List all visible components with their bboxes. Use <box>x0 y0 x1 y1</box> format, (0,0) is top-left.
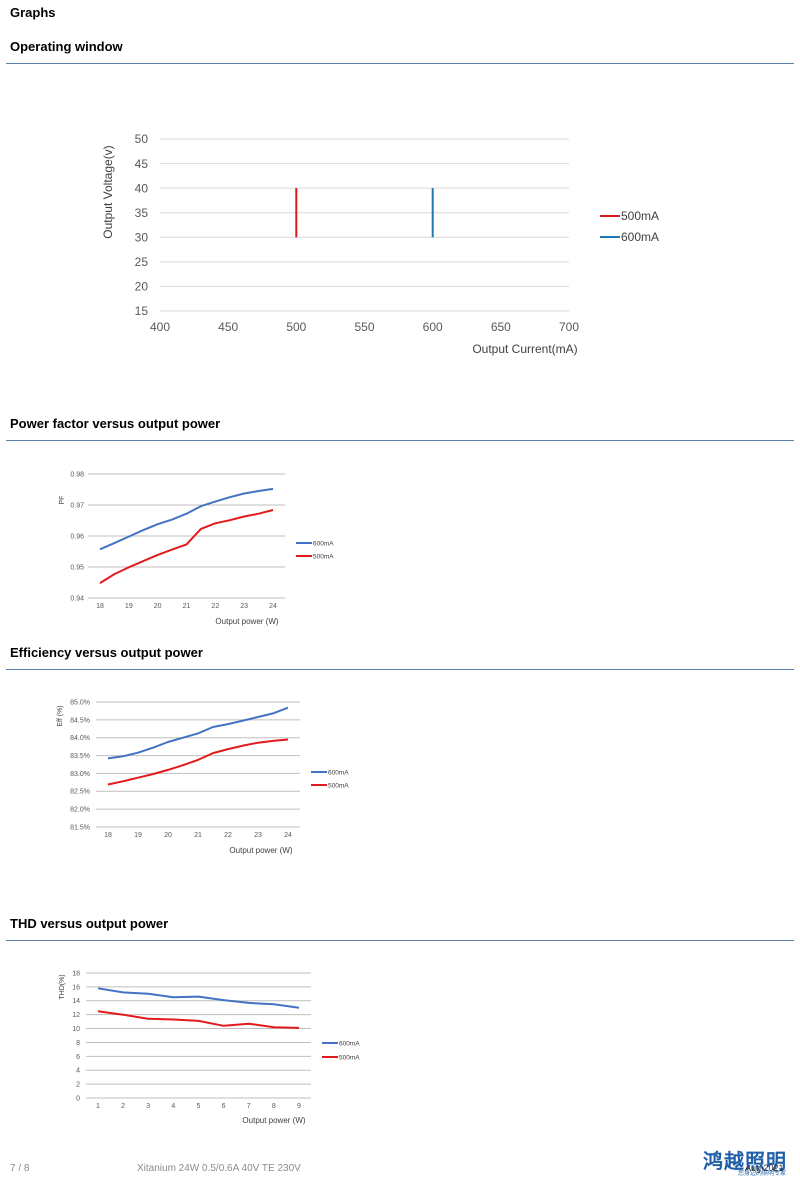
brand-logo-tagline: 您身边的照明专家 <box>738 1171 787 1177</box>
y-tick-label: 0.96 <box>70 533 84 540</box>
x-axis-label: Output power (W) <box>215 617 278 626</box>
y-axis-label: THD(%) <box>59 974 66 999</box>
y-tick-label: 0.98 <box>70 471 84 478</box>
y-tick-label: 18 <box>72 970 80 977</box>
legend-label-600ma: 600mA <box>339 1040 360 1047</box>
section-divider <box>6 940 794 941</box>
y-tick-label: 15 <box>135 304 149 318</box>
series-line-500ma <box>107 738 289 786</box>
section-title-thd: THD versus output power <box>10 916 169 931</box>
y-tick-label: 6 <box>76 1054 80 1061</box>
y-tick-label: 0.97 <box>70 502 84 509</box>
x-tick-label: 7 <box>247 1103 251 1110</box>
footer-document-title: Xitanium 24W 0.5/0.6A 40V TE 230V <box>137 1163 301 1174</box>
footer-page-number: 7 / 8 <box>10 1163 30 1174</box>
y-tick-label: 83.0% <box>70 771 90 778</box>
x-tick-label: 6 <box>222 1103 226 1110</box>
section-title-operating-window: Operating window <box>10 39 123 54</box>
x-tick-label: 5 <box>197 1103 201 1110</box>
x-tick-label: 8 <box>272 1103 276 1110</box>
y-tick-label: 83.5% <box>70 753 90 760</box>
y-tick-label: 82.5% <box>70 789 90 796</box>
legend-label-600ma: 600mA <box>621 230 659 244</box>
y-tick-label: 4 <box>76 1068 80 1075</box>
legend-label-600ma: 600mA <box>313 540 334 547</box>
x-tick-label: 3 <box>146 1103 150 1110</box>
brand-logo: 鸿越照明 <box>703 1151 787 1173</box>
y-axis-label: Eff (%) <box>57 705 64 726</box>
y-tick-label: 20 <box>135 280 149 294</box>
x-tick-label: 24 <box>284 832 292 839</box>
section-title-power-factor: Power factor versus output power <box>10 416 221 431</box>
y-axis-label: Output Voltage(v) <box>101 145 115 238</box>
y-tick-label: 84.0% <box>70 735 90 742</box>
x-tick-label: 700 <box>559 320 579 334</box>
x-tick-label: 22 <box>224 832 232 839</box>
x-axis-label: Output power (W) <box>242 1116 305 1125</box>
legend-label-500ma: 500mA <box>621 209 659 223</box>
y-axis-label: PF <box>59 496 66 505</box>
series-line-600ma <box>97 987 300 1009</box>
x-tick-label: 650 <box>491 320 511 334</box>
y-tick-label: 10 <box>72 1026 80 1033</box>
y-tick-label: 84.5% <box>70 717 90 724</box>
series-line-500ma <box>99 509 274 584</box>
section-divider <box>6 669 794 670</box>
x-tick-label: 450 <box>218 320 238 334</box>
y-tick-label: 35 <box>135 206 149 220</box>
y-tick-label: 85.0% <box>70 699 90 706</box>
x-tick-label: 19 <box>125 603 133 610</box>
legend-label-500ma: 500mA <box>339 1054 360 1061</box>
footer-date: Aug 2021 <box>745 1163 784 1173</box>
x-tick-label: 2 <box>121 1103 125 1110</box>
y-tick-label: 0.94 <box>70 595 84 602</box>
y-tick-label: 0 <box>76 1095 80 1102</box>
section-title-efficiency: Efficiency versus output power <box>10 645 203 660</box>
section-divider <box>6 63 794 64</box>
y-tick-label: 14 <box>72 998 80 1005</box>
y-tick-label: 2 <box>76 1082 80 1089</box>
x-axis-label: Output Current(mA) <box>472 342 577 356</box>
x-tick-label: 18 <box>96 603 104 610</box>
x-tick-label: 21 <box>194 832 202 839</box>
legend-label-600ma: 600mA <box>328 769 349 776</box>
section-divider <box>6 440 794 441</box>
y-tick-label: 12 <box>72 1012 80 1019</box>
y-tick-label: 25 <box>135 255 149 269</box>
x-tick-label: 400 <box>150 320 170 334</box>
y-tick-label: 0.95 <box>70 564 84 571</box>
y-tick-label: 45 <box>135 157 149 171</box>
x-tick-label: 550 <box>354 320 374 334</box>
x-tick-label: 21 <box>183 603 191 610</box>
x-tick-label: 1 <box>96 1103 100 1110</box>
legend-label-500ma: 500mA <box>328 782 349 789</box>
x-axis-label: Output power (W) <box>229 846 292 855</box>
x-tick-label: 23 <box>240 603 248 610</box>
x-tick-label: 19 <box>134 832 142 839</box>
series-line-600ma <box>107 706 289 760</box>
y-tick-label: 81.5% <box>70 824 90 831</box>
y-tick-label: 8 <box>76 1040 80 1047</box>
y-tick-label: 40 <box>135 181 149 195</box>
x-tick-label: 20 <box>164 832 172 839</box>
y-tick-label: 82.0% <box>70 807 90 814</box>
x-tick-label: 24 <box>269 603 277 610</box>
y-tick-label: 30 <box>135 230 149 244</box>
x-tick-label: 20 <box>154 603 162 610</box>
legend-label-500ma: 500mA <box>313 553 334 560</box>
x-tick-label: 500 <box>286 320 306 334</box>
page-title: Graphs <box>10 5 56 20</box>
series-line-600ma <box>99 487 274 551</box>
x-tick-label: 22 <box>211 603 219 610</box>
series-line-500ma <box>97 1010 300 1029</box>
x-tick-label: 9 <box>297 1103 301 1110</box>
x-tick-label: 4 <box>171 1103 175 1110</box>
x-tick-label: 23 <box>254 832 262 839</box>
x-tick-label: 18 <box>104 832 112 839</box>
x-tick-label: 600 <box>423 320 443 334</box>
y-tick-label: 50 <box>135 132 149 146</box>
y-tick-label: 16 <box>72 984 80 991</box>
